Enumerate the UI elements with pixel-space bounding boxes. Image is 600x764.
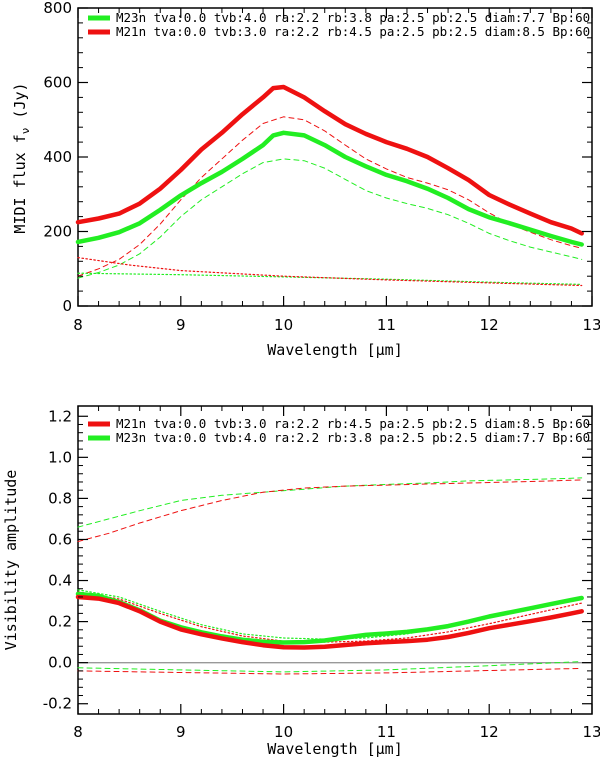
visibility-y-tick-label: 1.0 [48,448,72,466]
flux-legend-label-m21n: M21n tva:0.0 tvb:3.0 ra:2.2 rb:4.5 pa:2.… [116,24,590,39]
visibility-ticks: 8 9 10 11 12 13 -0.2 0.0 0.2 0.4 0.6 0.8 1.0 1.2 [43,406,600,741]
visibility-y-tick-label: 1.2 [48,407,72,425]
flux-y-tick-label: 400 [43,148,72,166]
flux-y-tick-label: 0 [62,297,72,315]
flux-ticks: 8 9 10 11 12 13 0 200 400 600 800 [43,0,600,334]
visibility-y-tick-label: -0.2 [43,695,72,713]
flux-y-tick-label: 600 [43,74,72,92]
flux-x-axis-label: Wavelength [μm] [267,341,402,359]
visibility-series-m21n-upper [77,479,583,542]
flux-x-tick-label: 12 [480,316,499,334]
visibility-x-axis-label: Wavelength [μm] [267,740,402,758]
visibility-y-tick-label: 0.0 [48,654,72,672]
flux-x-tick-label: 13 [582,316,600,334]
visibility-legend-label-m21n: M21n tva:0.0 tvb:3.0 ra:2.2 rb:4.5 pa:2.… [116,416,590,431]
visibility-legend: M21n tva:0.0 tvb:3.0 ra:2.2 rb:4.5 pa:2.… [88,416,590,445]
flux-x-tick-label: 10 [274,316,293,334]
visibility-y-tick-label: 0.4 [48,572,72,590]
visibility-y-tick-label: 0.2 [48,613,72,631]
visibility-panel: 8 9 10 11 12 13 -0.2 0.0 0.2 0.4 0.6 0.8 1.0 1.2 Wave… [2,405,600,758]
flux-x-tick-label: 11 [377,316,396,334]
flux-y-axis-label: MIDI flux fν (Jy) [11,82,32,233]
visibility-x-tick-label: 9 [176,723,186,741]
visibility-series-group [75,477,592,675]
visibility-y-tick-label: 0.6 [48,530,72,548]
visibility-x-tick-label: 13 [582,723,600,741]
visibility-y-axis-label: Visibility amplitude [2,470,20,651]
visibility-series-m23n-near-zero [77,661,583,673]
visibility-x-tick-label: 8 [73,723,83,741]
visibility-legend-label-m23n: M23n tva:0.0 tvb:4.0 ra:2.2 rb:3.8 pa:2.… [116,430,590,445]
flux-series-group [75,84,584,287]
flux-series-m23n-component [77,158,583,279]
visibility-series-m21n-near-zero [77,667,583,675]
flux-series-m21n-total [75,84,584,236]
visibility-x-tick-label: 12 [480,723,499,741]
visibility-x-tick-label: 10 [274,723,293,741]
visibility-y-tick-label: 0.8 [48,489,72,507]
flux-plot-frame [77,7,593,307]
flux-series-m23n-total [75,130,584,247]
flux-series-m21n-component [77,116,583,277]
flux-legend-label-m23n: M23n tva:0.0 tvb:4.0 ra:2.2 rb:3.8 pa:2.… [116,10,590,25]
flux-series-m23n-dotted [77,272,583,285]
visibility-series-m21n-visibility [75,594,584,650]
visibility-series-m23n-upper [77,477,583,528]
flux-x-tick-label: 8 [73,316,83,334]
flux-series-m21n-dotted [77,257,583,287]
flux-y-tick-label: 800 [43,0,72,17]
flux-y-tick-label: 200 [43,223,72,241]
visibility-plot-frame [77,405,593,715]
flux-legend: M23n tva:0.0 tvb:4.0 ra:2.2 rb:3.8 pa:2.… [88,10,590,39]
flux-x-tick-label: 9 [176,316,186,334]
visibility-x-tick-label: 11 [377,723,396,741]
